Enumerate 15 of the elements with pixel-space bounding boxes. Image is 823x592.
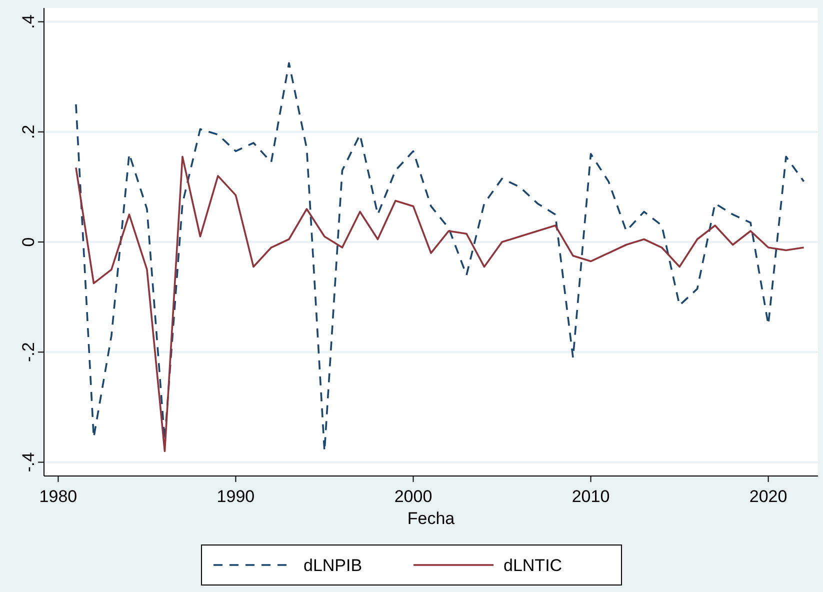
y-tick-label: .2 (19, 124, 38, 139)
x-tick-label: 1990 (216, 487, 255, 506)
legend-label: dLNTIC (504, 556, 562, 575)
y-tick-label: 0 (19, 237, 38, 247)
y-tick-label: -.4 (19, 452, 38, 472)
legend-label: dLNPIB (304, 556, 362, 575)
line-series (75, 156, 805, 452)
x-tick-label: 2000 (394, 487, 432, 506)
y-tick-label: .4 (19, 14, 38, 29)
line-series (75, 62, 805, 452)
x-tick-label: 1980 (39, 487, 78, 506)
x-axis-title: Fecha (407, 509, 456, 528)
y-tick-label: -.2 (19, 342, 38, 362)
x-tick-label: 2020 (749, 487, 788, 506)
x-tick-label: 2010 (572, 487, 610, 506)
